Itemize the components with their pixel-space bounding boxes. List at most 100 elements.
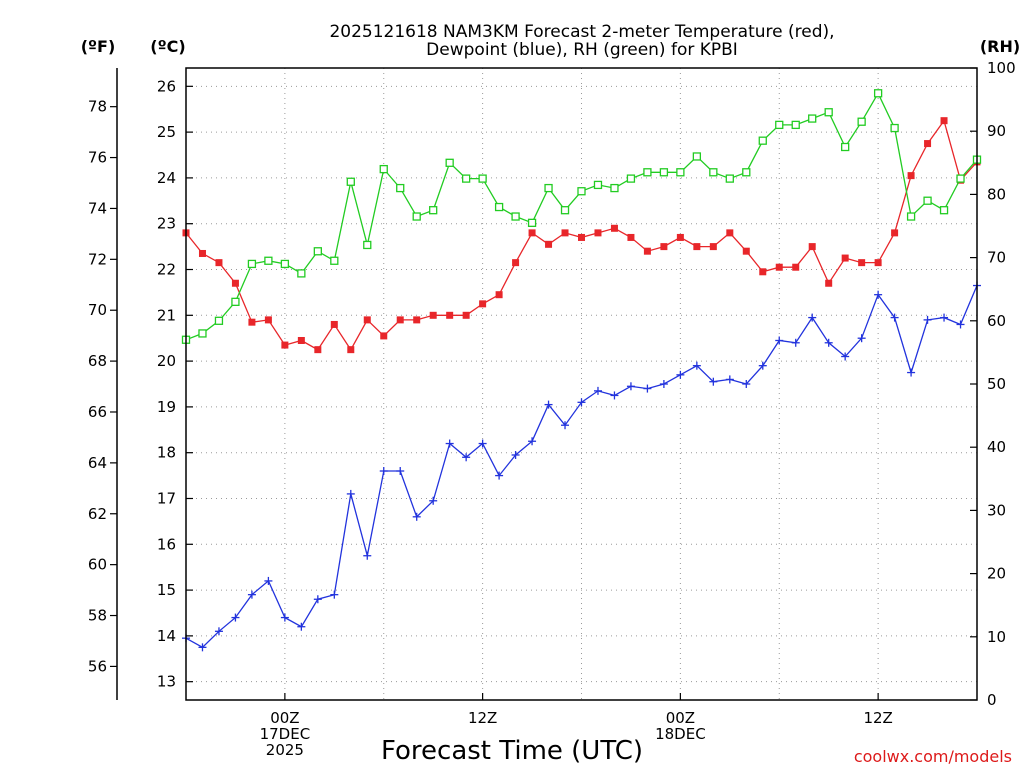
- rh-point: [429, 206, 438, 215]
- dewpoint-point: [742, 380, 751, 388]
- dewpoint-point: [775, 336, 784, 345]
- dewpoint-point: [808, 313, 817, 322]
- rh-tick-label: 10: [987, 628, 1006, 646]
- series-layer: [181, 89, 982, 652]
- temperature-point: [495, 291, 503, 299]
- rh-point: [346, 177, 355, 186]
- dewpoint-point: [841, 352, 850, 361]
- temperature-point: [841, 254, 849, 262]
- dewpoint-point: [923, 315, 932, 324]
- rh-tick-label: 100: [987, 59, 1016, 77]
- rh-point: [808, 114, 817, 123]
- temperature-point: [330, 320, 338, 328]
- credit-text: coolwx.com/models: [854, 747, 1012, 766]
- rh-point: [890, 123, 899, 133]
- celsius-tick-label: 14: [157, 627, 176, 645]
- fahrenheit-tick-label: 62: [88, 505, 107, 523]
- x-tick-label: 17DEC: [260, 725, 311, 743]
- rh-point: [544, 183, 553, 193]
- rh-point: [709, 168, 718, 177]
- dewpoint-point: [643, 384, 652, 393]
- dewpoint-point: [264, 576, 273, 585]
- rh-point: [659, 168, 669, 177]
- dewpoint-point: [214, 627, 223, 636]
- dewpoint-point: [462, 453, 471, 462]
- grid-layer: [186, 68, 977, 700]
- temperature-point: [594, 229, 602, 237]
- rh-tick-label: 0: [987, 691, 997, 709]
- dewpoint-point: [445, 439, 454, 448]
- x-tick-label: 12Z: [468, 709, 497, 727]
- dewpoint-point: [824, 338, 833, 347]
- temperature-point: [891, 229, 899, 237]
- dewpoint-point: [890, 313, 899, 322]
- rh-point: [939, 206, 949, 215]
- dewpoint-point: [676, 370, 685, 379]
- rh-tick-label: 50: [987, 375, 1006, 393]
- rh-point: [676, 168, 685, 177]
- dewpoint-point: [940, 313, 949, 322]
- temperature-point: [759, 268, 767, 276]
- dewpoint-point: [495, 471, 504, 480]
- axis-layer: 13 14 15 16 17 18 19 20 21 22 23 24 25 26 56 58 60 62 64 66…: [88, 59, 1016, 759]
- fahrenheit-tick-label: 74: [88, 199, 107, 217]
- temperature-point: [610, 224, 618, 232]
- rh-tick-label: 30: [987, 501, 1006, 519]
- celsius-tick-label: 26: [157, 77, 176, 95]
- rh-point: [742, 168, 751, 177]
- rh-point: [198, 329, 207, 338]
- temperature-point: [396, 316, 404, 324]
- rh-point: [231, 297, 240, 306]
- temperature-point: [660, 243, 668, 251]
- temperature-point: [314, 346, 322, 354]
- temperature-point: [297, 336, 305, 344]
- dewpoint-point: [561, 421, 570, 430]
- rh-point: [643, 168, 652, 177]
- temperature-point: [380, 332, 388, 340]
- temperature-point: [462, 311, 470, 319]
- rh-point: [577, 187, 586, 196]
- temperature-point: [528, 229, 536, 237]
- rh-point: [692, 152, 702, 161]
- celsius-tick-label: 17: [157, 489, 176, 507]
- rh-point: [725, 174, 734, 183]
- dewpoint-point: [725, 375, 734, 384]
- celsius-tick-label: 22: [157, 261, 176, 279]
- fahrenheit-tick-label: 76: [88, 149, 107, 167]
- celsius-tick-label: 25: [157, 123, 176, 141]
- dewpoint-point: [692, 361, 701, 370]
- rh-point: [363, 240, 372, 250]
- celsius-tick-label: 15: [157, 581, 176, 599]
- temperature-point: [215, 259, 223, 267]
- dewpoint-point: [330, 590, 339, 599]
- temperature-point: [924, 140, 932, 148]
- rh-point: [610, 183, 619, 193]
- temperature-point: [627, 233, 635, 241]
- dewpoint-point: [758, 361, 767, 370]
- celsius-tick-label: 13: [157, 673, 176, 691]
- rh-point: [873, 89, 883, 98]
- fahrenheit-tick-label: 70: [88, 301, 107, 319]
- rh-point: [824, 108, 833, 117]
- chart-title-line-1: 2025121618 NAM3KM Forecast 2-meter Tempe…: [329, 22, 834, 42]
- x-tick-label: 12Z: [863, 709, 892, 727]
- temperature-point: [742, 247, 750, 255]
- temperature-point: [479, 300, 487, 308]
- fahrenheit-unit-label: (ºF): [81, 37, 116, 56]
- rh-point: [264, 256, 273, 265]
- rh-unit-label: (RH): [980, 37, 1020, 56]
- dewpoint-point: [626, 382, 635, 391]
- fahrenheit-tick-label: 72: [88, 250, 107, 268]
- rh-point: [593, 180, 603, 190]
- dewpoint-point: [528, 437, 537, 446]
- celsius-tick-label: 19: [157, 398, 176, 416]
- dewpoint-point: [429, 496, 438, 505]
- dewpoint-point: [280, 613, 289, 622]
- temperature-point: [429, 311, 437, 319]
- dewpoint-point: [709, 377, 718, 386]
- x-axis-label: Forecast Time (UTC): [381, 736, 643, 766]
- fahrenheit-tick-label: 78: [88, 98, 107, 116]
- rh-point: [857, 117, 866, 126]
- fahrenheit-tick-label: 66: [88, 403, 107, 421]
- temperature-point: [281, 341, 289, 349]
